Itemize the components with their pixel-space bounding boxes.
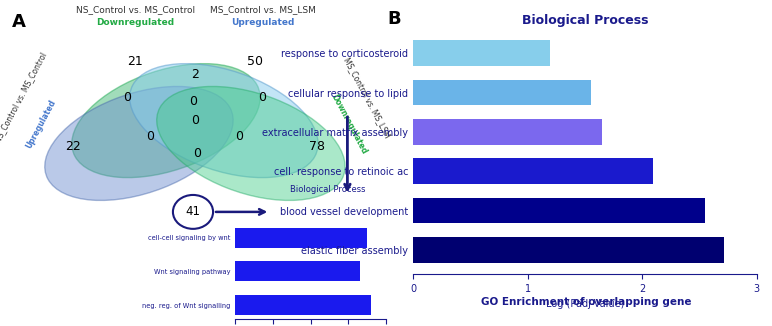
Text: 0: 0 — [235, 130, 243, 143]
Text: NS_Control vs. MS_Control: NS_Control vs. MS_Control — [0, 51, 49, 144]
Text: 0: 0 — [259, 91, 266, 104]
Text: MS_Control vs. MS_LSM: MS_Control vs. MS_LSM — [209, 5, 316, 14]
Bar — [413, 198, 705, 223]
Bar — [235, 295, 371, 315]
Text: NS_Control vs. MS_Control: NS_Control vs. MS_Control — [76, 5, 195, 14]
Ellipse shape — [72, 64, 260, 178]
Text: 0: 0 — [191, 114, 199, 127]
Bar — [413, 119, 602, 145]
Bar — [235, 261, 360, 281]
Text: 0: 0 — [189, 95, 197, 108]
Bar — [413, 237, 724, 263]
Text: Upregulated: Upregulated — [24, 98, 57, 150]
Bar — [413, 80, 591, 105]
Bar — [235, 228, 367, 248]
Ellipse shape — [157, 86, 345, 200]
Text: MS_Control vs. MS_LSM: MS_Control vs. MS_LSM — [342, 56, 391, 140]
Text: 0: 0 — [193, 147, 201, 160]
Text: Downregulated: Downregulated — [96, 18, 174, 27]
Bar — [413, 40, 550, 66]
Text: A: A — [12, 13, 25, 31]
Text: 41: 41 — [185, 205, 201, 218]
Text: Biological Process: Biological Process — [290, 185, 366, 194]
Text: 22: 22 — [66, 140, 81, 153]
Text: GO Enrichment of overlapping gene: GO Enrichment of overlapping gene — [482, 297, 692, 307]
Text: 2: 2 — [191, 68, 199, 82]
Ellipse shape — [130, 64, 318, 178]
Text: Upregulated: Upregulated — [231, 18, 294, 27]
Title: Biological Process: Biological Process — [522, 14, 648, 27]
Text: 0: 0 — [147, 130, 154, 143]
X-axis label: Log (Padj-Value): Log (Padj-Value) — [546, 299, 624, 309]
Text: Downregulated: Downregulated — [330, 92, 369, 156]
Text: 0: 0 — [124, 91, 131, 104]
Text: 21: 21 — [127, 55, 143, 68]
Text: 78: 78 — [309, 140, 324, 153]
Ellipse shape — [45, 86, 233, 200]
Text: 50: 50 — [247, 55, 262, 68]
Text: B: B — [388, 10, 401, 28]
Bar — [413, 158, 653, 184]
